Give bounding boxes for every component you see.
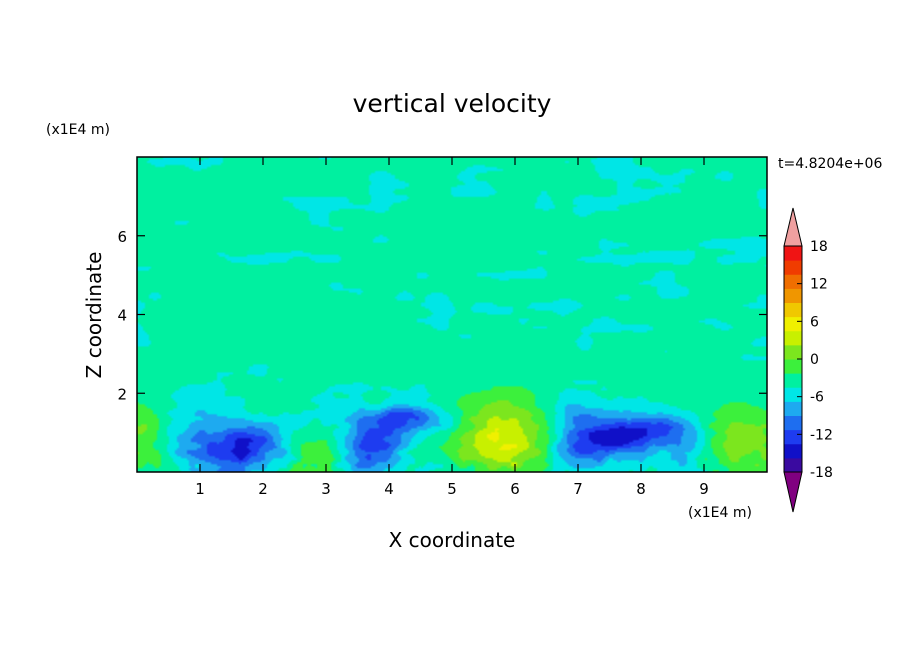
colorbar-band xyxy=(784,359,802,374)
colorbar-band xyxy=(784,302,802,318)
colorbar-band xyxy=(784,429,802,445)
colorbar: 18 12 6 0 -6 -12 -18 xyxy=(783,207,833,513)
colorbar-band xyxy=(784,246,802,261)
colorbar-min-arrow xyxy=(783,471,803,513)
x-tick-label: 9 xyxy=(699,480,709,498)
y-tick-label: 4 xyxy=(117,307,127,325)
y-axis-label: Z coordinate xyxy=(82,252,106,379)
colorbar-band xyxy=(784,443,802,459)
y-tick-label: 6 xyxy=(117,228,127,246)
colorbar-tick-label: 18 xyxy=(810,239,828,255)
x-tick-label: 3 xyxy=(321,480,331,498)
chart-title: vertical velocity xyxy=(353,89,552,118)
plot-area: 1 2 3 4 5 6 7 8 9 2 4 6 xyxy=(117,156,768,498)
x-units-label: (x1E4 m) xyxy=(688,505,752,521)
x-tick-label: 7 xyxy=(573,480,583,498)
colorbar-band xyxy=(784,260,802,275)
x-tick-label: 8 xyxy=(636,480,646,498)
colorbar-band xyxy=(784,387,802,402)
colorbar-tick-label: 12 xyxy=(810,277,828,293)
colorbar-band xyxy=(784,401,802,416)
velocity-field xyxy=(137,157,767,472)
x-tick-label: 4 xyxy=(384,480,394,498)
colorbar-band xyxy=(784,457,802,473)
colorbar-tick-label: 0 xyxy=(810,352,819,368)
x-axis: 1 2 3 4 5 6 7 8 9 xyxy=(195,157,709,498)
colorbar-band xyxy=(784,373,802,388)
x-tick-label: 2 xyxy=(258,480,268,498)
y-axis: 2 4 6 xyxy=(117,228,767,403)
colorbar-band xyxy=(784,274,802,289)
colorbar-band xyxy=(784,344,802,360)
colorbar-tick-label: -12 xyxy=(810,427,833,443)
x-tick-label: 6 xyxy=(510,480,520,498)
x-tick-label: 5 xyxy=(447,480,457,498)
time-label: t=4.8204e+06 xyxy=(778,156,882,172)
colorbar-band xyxy=(784,330,802,346)
colorbar-tick-label: 6 xyxy=(810,314,819,330)
y-tick-label: 2 xyxy=(117,385,127,403)
colorbar-tick-label: -18 xyxy=(810,465,833,481)
colorbar-band xyxy=(784,316,802,332)
y-units-label: (x1E4 m) xyxy=(46,122,110,138)
colorbar-tick-label: -6 xyxy=(810,390,824,406)
colorbar-max-arrow xyxy=(783,207,803,247)
colorbar-band xyxy=(784,415,802,431)
x-tick-label: 1 xyxy=(195,480,205,498)
x-axis-label: X coordinate xyxy=(389,528,516,552)
colorbar-band xyxy=(784,288,802,303)
